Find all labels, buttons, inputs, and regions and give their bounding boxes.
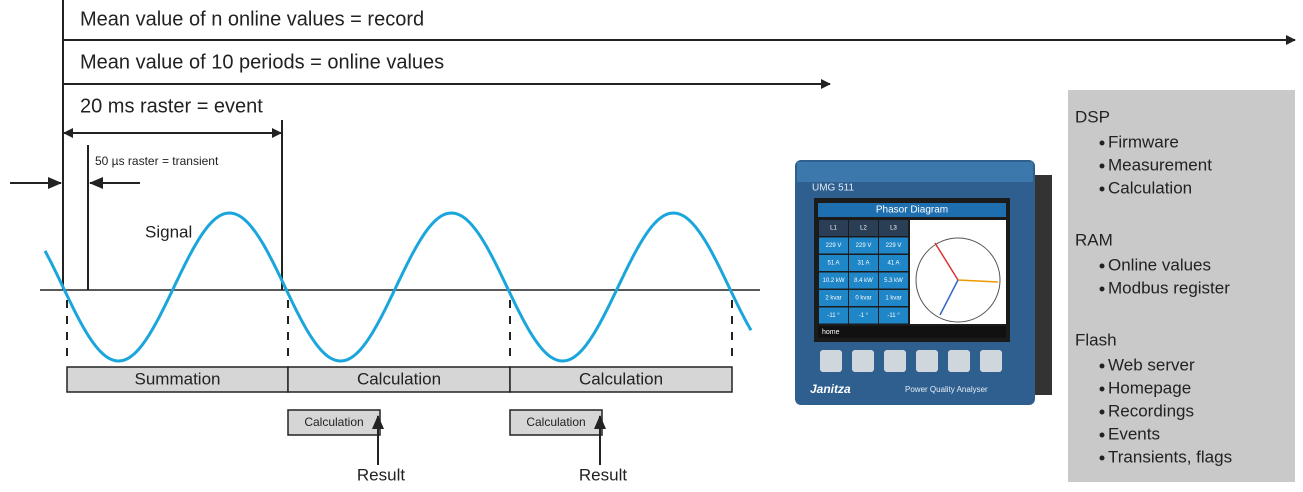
memory-title: DSP (1075, 107, 1110, 126)
screen-home: home (822, 329, 840, 336)
bullet (1100, 456, 1105, 461)
memory-title: RAM (1075, 230, 1113, 249)
device-button (852, 350, 874, 372)
memory-item: Recordings (1108, 401, 1194, 420)
event-label: 20 ms raster = event (80, 95, 263, 117)
phasor-panel (910, 220, 1006, 324)
signal-label: Signal (145, 222, 192, 241)
table-text: L2 (860, 226, 867, 232)
table-text: 229 V (886, 243, 902, 249)
phase-label: Summation (135, 369, 221, 388)
diagram: Mean value of n online values = record M… (0, 0, 1303, 492)
bullet (1100, 387, 1105, 392)
bullet (1100, 164, 1105, 169)
device-button (820, 350, 842, 372)
memory-item: Web server (1108, 355, 1195, 374)
calc-label: Calculation (304, 415, 363, 429)
screen-footer (818, 326, 1006, 338)
online-label: Mean value of 10 periods = online values (80, 51, 444, 73)
memory-title: Flash (1075, 330, 1117, 349)
table-text: L3 (890, 226, 897, 232)
bullet (1100, 433, 1105, 438)
device-model: UMG 511 (812, 183, 854, 194)
table-text: 8.4 kW (854, 278, 873, 284)
phase-bars: Summation Calculation Calculation (67, 367, 732, 392)
bullet (1100, 410, 1105, 415)
memory-item: Measurement (1108, 155, 1212, 174)
bullet (1100, 264, 1105, 269)
table-text: 229 V (856, 243, 872, 249)
table-text: 0 kvar (855, 296, 871, 302)
device-brand: Janitza (810, 382, 851, 396)
result-label: Result (357, 465, 405, 484)
device-button (916, 350, 938, 372)
table-text: 10.2 kW (822, 278, 844, 284)
table-text: 1 kvar (885, 296, 901, 302)
device: UMG 511 Phasor Diagram L1 L2 L3 229 V 229 V 2… (795, 160, 1052, 405)
table-text: 51 A (827, 261, 839, 267)
transient-label: 50 µs raster = transient (95, 154, 219, 168)
device-button (948, 350, 970, 372)
result-label: Result (579, 465, 627, 484)
calculations: Calculation Result Calculation Result (288, 410, 627, 484)
device-tagline: Power Quality Analyser (905, 385, 988, 394)
memory-item: Firmware (1108, 132, 1179, 151)
memory-item: Transients, flags (1108, 447, 1232, 466)
table-text: 2 kvar (825, 296, 841, 302)
table-text: -1 ° (859, 313, 869, 319)
bullet (1100, 141, 1105, 146)
device-button (884, 350, 906, 372)
bullet (1100, 287, 1105, 292)
device-button (980, 350, 1002, 372)
phase-label: Calculation (579, 369, 663, 388)
device-band (797, 162, 1033, 182)
memory-item: Events (1108, 424, 1160, 443)
table-text: L1 (830, 226, 837, 232)
memory-item: Homepage (1108, 378, 1191, 397)
phase-label: Calculation (357, 369, 441, 388)
bullet (1100, 364, 1105, 369)
record-label: Mean value of n online values = record (80, 8, 424, 30)
bullet (1100, 187, 1105, 192)
screen-title: Phasor Diagram (876, 205, 948, 216)
table-text: 41 A (887, 261, 899, 267)
table-text: 31 A (857, 261, 869, 267)
table-text: -11 ° (827, 313, 840, 319)
table-text: 229 V (826, 243, 842, 249)
memory-item: Online values (1108, 255, 1211, 274)
memory-item: Calculation (1108, 178, 1192, 197)
table-text: 5.3 kW (884, 278, 903, 284)
table-text: -11 ° (887, 313, 900, 319)
memory-item: Modbus register (1108, 278, 1230, 297)
calc-label: Calculation (526, 415, 585, 429)
